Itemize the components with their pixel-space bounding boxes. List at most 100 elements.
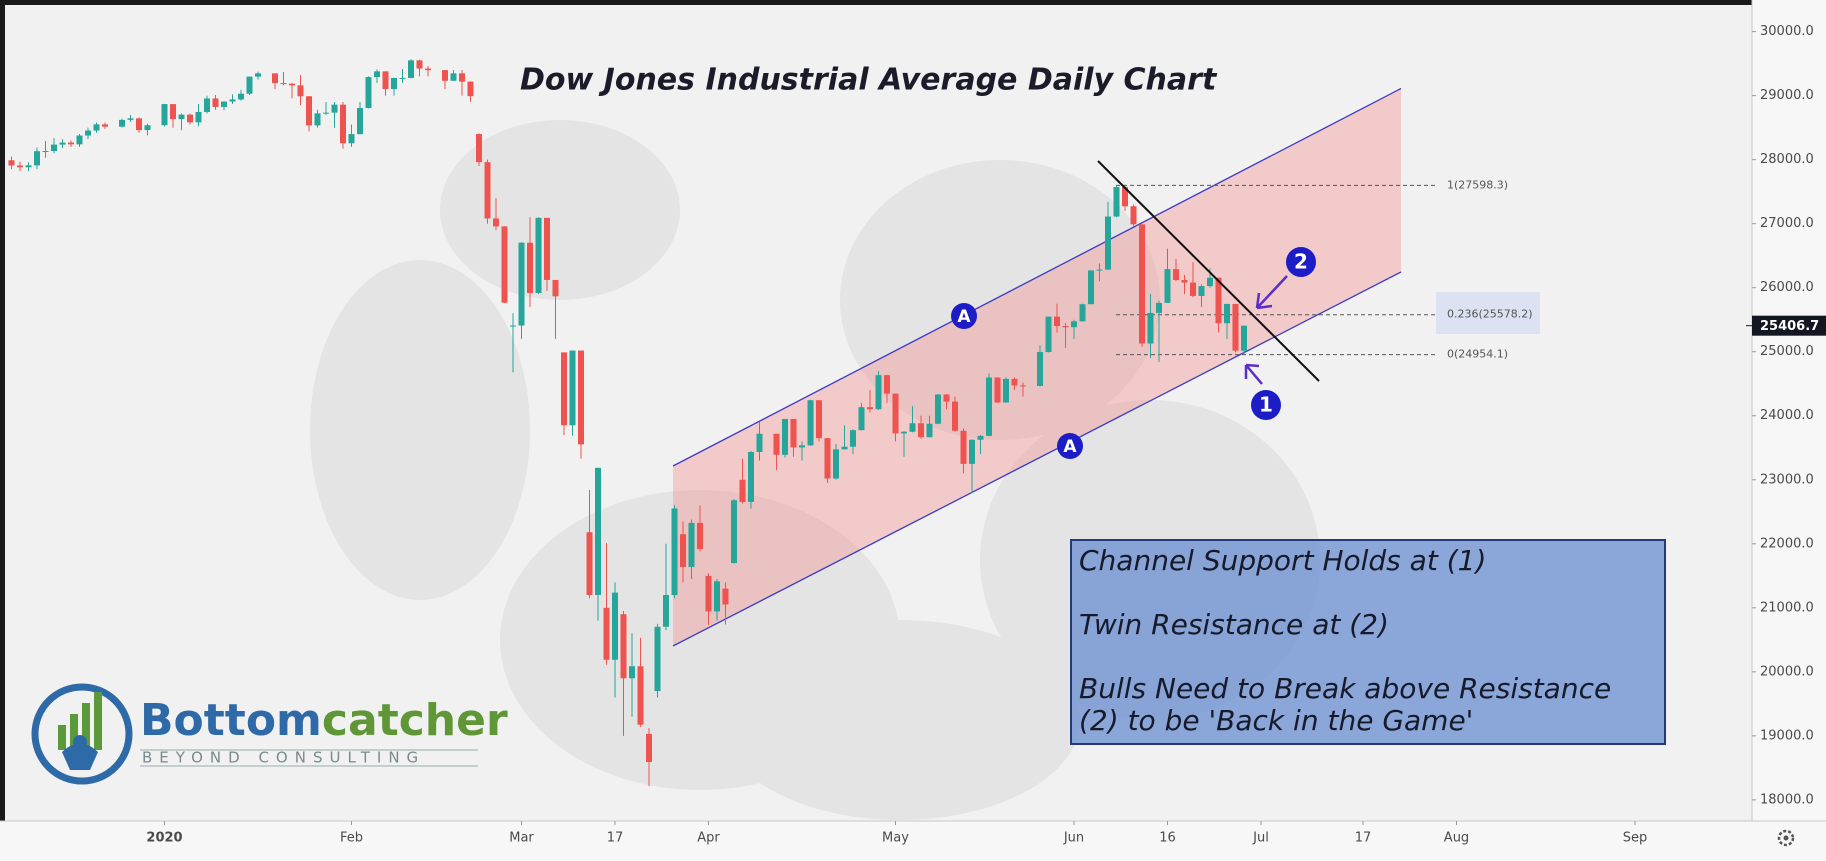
x-axis: 2020 Feb Mar 17 Apr May Jun 16 Jul 17 Aug Sep (146, 821, 1647, 846)
price-axis (1752, 0, 1826, 861)
note-line: Bulls Need to Break above Resistance (1079, 672, 1611, 705)
candle-body (969, 439, 975, 464)
candle-body (960, 430, 967, 464)
logo: Bottomcatcher BEYOND CONSULTING (31, 683, 508, 785)
candle-body (535, 217, 542, 294)
x-tick-label: Feb (340, 831, 363, 846)
candle-body (1173, 269, 1179, 281)
marker (951, 303, 977, 329)
logo-bar (70, 714, 78, 750)
candle-body (17, 165, 23, 168)
candle-body (1122, 187, 1128, 207)
candle-body (297, 85, 304, 97)
candle-body (646, 733, 652, 762)
y-tick-label: 24000.0 (1760, 408, 1814, 423)
candle-body (527, 242, 533, 294)
y-tick-label: 18000.0 (1760, 792, 1814, 807)
candle-body (807, 400, 814, 446)
candle-body (918, 423, 924, 438)
photo-shape (840, 160, 1160, 440)
candle-body (926, 423, 933, 438)
x-tick-label: 17 (1355, 831, 1372, 846)
candle-body (586, 532, 593, 596)
candle-body (1190, 282, 1196, 296)
channel-upper (672, 87, 1402, 467)
logo-name-part: Bottom (140, 695, 322, 746)
candle-body (382, 71, 389, 90)
candle-body (790, 418, 797, 448)
candle-body (127, 118, 134, 120)
candle-body (1207, 277, 1213, 287)
marker-label: 1 (1259, 393, 1273, 417)
candle-body (518, 242, 525, 326)
candle-body (136, 118, 142, 131)
candle-body (663, 595, 669, 627)
candle-body (909, 423, 916, 432)
y-axis: 18000.0 19000.0 20000.0 21000.0 22000.0 23000… (1752, 24, 1814, 807)
candle-body (1241, 325, 1247, 351)
gear[interactable] (1777, 829, 1795, 847)
y-tick-label: 20000.0 (1760, 664, 1814, 679)
candle-body (977, 435, 984, 440)
candle-body (714, 581, 720, 612)
candle-body (1096, 269, 1103, 271)
arrow (1255, 275, 1288, 310)
time-axis (0, 821, 1826, 861)
candle-body (705, 575, 712, 612)
candle-body (51, 144, 57, 152)
resistance-trendline (1097, 160, 1320, 382)
x-tick-label: 17 (607, 831, 624, 846)
candle-body (1037, 352, 1043, 386)
candle-body (8, 160, 15, 166)
candle-body (1156, 302, 1162, 313)
text-box (1070, 539, 1666, 745)
candle-body (161, 104, 168, 126)
y-tick-label: 25000.0 (1760, 344, 1814, 359)
marker-label: A (957, 307, 971, 327)
candle-body (501, 226, 508, 303)
settings-icon[interactable] (1777, 829, 1795, 847)
candle-body (212, 98, 219, 107)
candle-body (1113, 187, 1120, 217)
candle-body (374, 71, 380, 78)
candle-body (484, 162, 491, 219)
candle-body (1054, 316, 1060, 327)
candle-body (34, 151, 40, 166)
candle-body (85, 130, 91, 136)
candle-body (867, 407, 873, 410)
candle-body (459, 73, 465, 82)
y-tick-label: 26000.0 (1760, 280, 1814, 295)
logo-name: Bottomcatcher (140, 695, 508, 746)
candle-body (510, 325, 516, 327)
candle-body (1198, 286, 1205, 296)
candle-body (357, 107, 363, 135)
note-line: Channel Support Holds at (1) (1079, 544, 1486, 577)
candle-body (680, 534, 686, 568)
candle-body (595, 467, 601, 596)
candle-body (1147, 312, 1154, 344)
candle-body (1045, 316, 1052, 353)
candle-body (824, 438, 831, 479)
candle-body (731, 500, 737, 563)
candle-body (348, 134, 355, 144)
background-photo (310, 120, 1320, 820)
candle-body (1079, 304, 1086, 322)
candle-body (68, 142, 74, 145)
candle-body (1215, 277, 1222, 324)
candle-body (102, 124, 108, 127)
candle-body (561, 352, 567, 426)
candle-body (306, 96, 312, 126)
logo-figure (62, 743, 98, 770)
candle-body (1062, 326, 1069, 328)
candle-body (612, 592, 618, 660)
candle-body (272, 73, 278, 84)
y-tick-label: 29000.0 (1760, 88, 1814, 103)
logo-bar (94, 692, 102, 750)
x-tick-label: May (882, 831, 909, 846)
arrow (1244, 363, 1263, 385)
arrows (1244, 275, 1288, 385)
fib-highlight (1436, 292, 1540, 334)
fib-label: 0.236(25578.2) (1447, 308, 1533, 321)
candle-body (493, 218, 499, 227)
x-tick-label: 16 (1159, 831, 1176, 846)
